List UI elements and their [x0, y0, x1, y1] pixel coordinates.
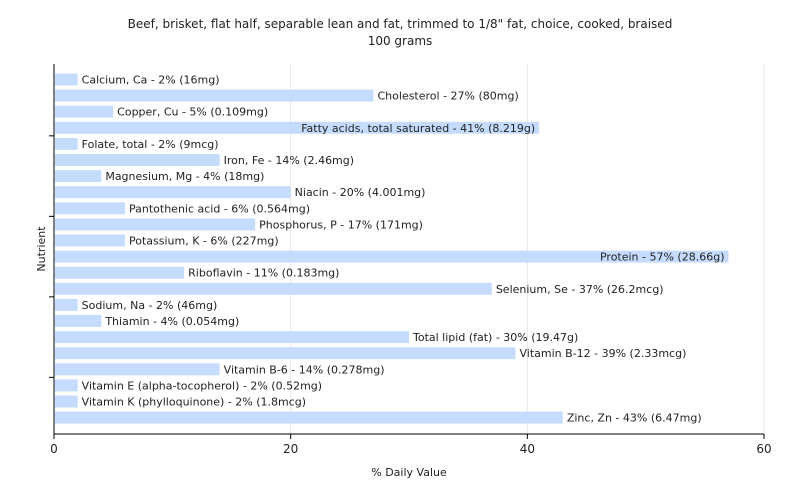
bar	[55, 282, 492, 295]
bar-label: Copper, Cu - 5% (0.109mg)	[117, 106, 268, 119]
bar	[55, 411, 563, 424]
bar-label: Protein - 57% (28.66g)	[600, 251, 725, 264]
bar	[55, 250, 729, 263]
bar	[55, 186, 291, 199]
bar-label: Niacin - 20% (4.001mg)	[295, 186, 426, 199]
chart-subtitle: 100 grams	[367, 34, 433, 48]
x-axis-ticks: 0 20 40 60	[50, 434, 772, 456]
y-axis-title: Nutrient	[35, 226, 48, 272]
bar	[55, 73, 78, 86]
x-tick-label: 40	[520, 442, 535, 456]
bar	[55, 363, 220, 376]
bar	[55, 105, 114, 118]
bar	[55, 121, 540, 134]
bar	[55, 315, 102, 327]
bar-label: Thiamin - 4% (0.054mg)	[104, 315, 239, 328]
bar-label: Iron, Fe - 14% (2.46mg)	[224, 154, 354, 167]
x-tick-label: 60	[756, 442, 771, 456]
bar	[55, 154, 220, 166]
bar-label: Magnesium, Mg - 4% (18mg)	[105, 170, 264, 183]
chart-title-block: Beef, brisket, flat half, separable lean…	[0, 16, 800, 50]
bar-label: Cholesterol - 27% (80mg)	[378, 90, 519, 103]
bar	[55, 202, 125, 215]
x-tick-label: 0	[50, 442, 58, 456]
bar-label: Vitamin E (alpha-tocopherol) - 2% (0.52m…	[82, 379, 322, 392]
bar	[55, 234, 125, 247]
bar-label: Total lipid (fat) - 30% (19.47g)	[412, 331, 578, 344]
bar-label: Folate, total - 2% (9mcg)	[82, 138, 219, 151]
bar	[55, 379, 78, 392]
x-tick-label: 20	[283, 442, 298, 456]
bar	[55, 298, 78, 311]
bar-label: Riboflavin - 11% (0.183mg)	[188, 267, 339, 280]
bar	[55, 266, 185, 279]
axes	[49, 64, 764, 435]
bar	[55, 347, 516, 360]
bar	[55, 89, 374, 102]
chart-title: Beef, brisket, flat half, separable lean…	[127, 17, 673, 31]
bar	[55, 137, 78, 150]
bar	[55, 331, 409, 344]
bar-label: Zinc, Zn - 43% (6.47mg)	[567, 412, 702, 425]
bars: Calcium, Ca - 2% (16mg) Cholesterol - 27%…	[55, 73, 729, 425]
bar-label: Vitamin K (phylloquinone) - 2% (1.8mcg)	[82, 396, 306, 409]
bar	[55, 218, 256, 231]
bar-label: Sodium, Na - 2% (46mg)	[82, 299, 218, 312]
bar-label: Selenium, Se - 37% (26.2mcg)	[496, 283, 664, 296]
bar-label: Pantothenic acid - 6% (0.564mg)	[129, 202, 310, 215]
bar-label: Calcium, Ca - 2% (16mg)	[82, 74, 220, 87]
bar-label: Vitamin B-6 - 14% (0.278mg)	[224, 363, 385, 376]
bar-label: Phosphorus, P - 17% (171mg)	[259, 218, 423, 231]
bar	[55, 395, 78, 408]
bar	[55, 170, 102, 183]
bar-label: Potassium, K - 6% (227mg)	[129, 235, 279, 248]
bar-label: Vitamin B-12 - 39% (2.33mcg)	[520, 347, 687, 360]
x-axis-title: % Daily Value	[371, 466, 447, 479]
bar-label: Fatty acids, total saturated - 41% (8.21…	[301, 122, 535, 135]
